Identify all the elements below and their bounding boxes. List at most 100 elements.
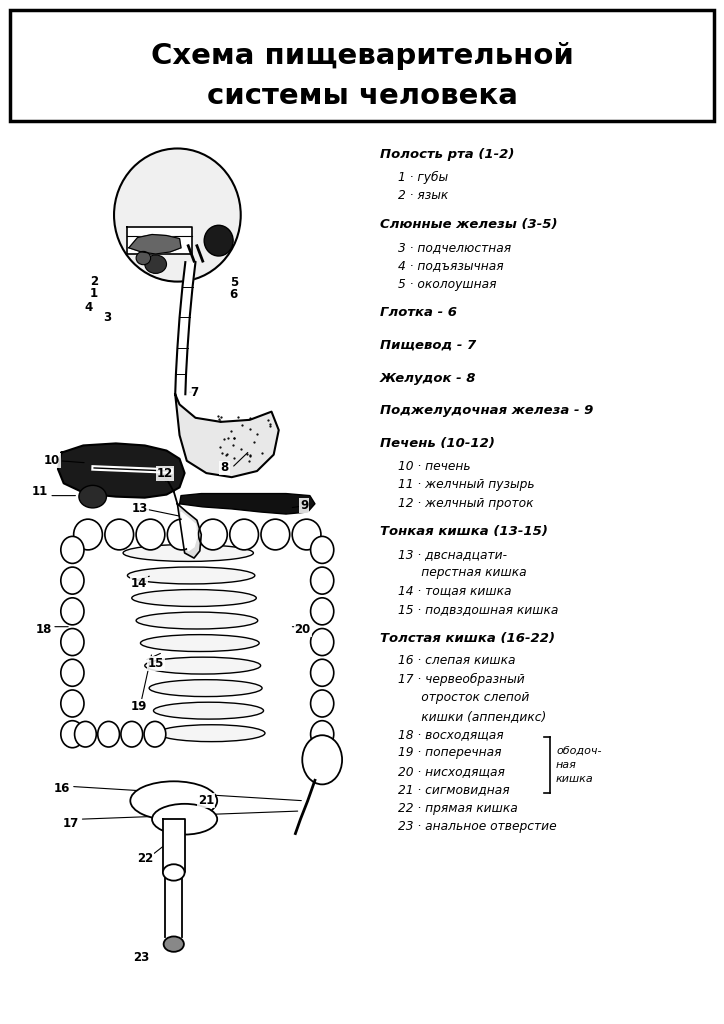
Ellipse shape xyxy=(61,659,84,686)
Ellipse shape xyxy=(152,804,217,835)
Ellipse shape xyxy=(311,659,334,686)
Text: 23: 23 xyxy=(133,951,149,964)
Text: 17: 17 xyxy=(63,817,79,829)
Ellipse shape xyxy=(132,590,256,606)
Polygon shape xyxy=(175,262,195,394)
Ellipse shape xyxy=(163,864,185,881)
Ellipse shape xyxy=(61,721,84,748)
Text: Пищевод - 7: Пищевод - 7 xyxy=(380,339,476,352)
Text: 10 · печень: 10 · печень xyxy=(398,460,471,473)
Ellipse shape xyxy=(145,657,261,674)
Ellipse shape xyxy=(164,936,184,952)
Text: Желудок - 8: Желудок - 8 xyxy=(380,372,476,385)
Text: 12: 12 xyxy=(157,467,173,479)
Text: Слюнные железы (3-5): Слюнные железы (3-5) xyxy=(380,218,557,231)
Text: 11 · желчный пузырь: 11 · желчный пузырь xyxy=(398,478,535,492)
Text: 23 · анальное отверстие: 23 · анальное отверстие xyxy=(398,820,557,834)
Text: 2: 2 xyxy=(90,275,98,288)
Text: 20: 20 xyxy=(295,624,311,636)
Text: 5 · околоушная: 5 · околоушная xyxy=(398,278,497,291)
Text: Полость рта (1-2): Полость рта (1-2) xyxy=(380,148,515,162)
Ellipse shape xyxy=(136,519,165,550)
Ellipse shape xyxy=(61,629,84,655)
Text: 7: 7 xyxy=(190,386,198,398)
Polygon shape xyxy=(180,494,315,514)
Ellipse shape xyxy=(292,519,321,550)
Polygon shape xyxy=(127,227,192,254)
Ellipse shape xyxy=(114,148,240,282)
Text: 21 · сигмовидная: 21 · сигмовидная xyxy=(398,783,510,797)
Text: ободоч-: ободоч- xyxy=(556,745,602,756)
Ellipse shape xyxy=(130,781,217,820)
Ellipse shape xyxy=(61,690,84,717)
Text: Толстая кишка (16-22): Толстая кишка (16-22) xyxy=(380,632,555,645)
Text: 5: 5 xyxy=(230,276,238,289)
Text: отросток слепой: отросток слепой xyxy=(398,691,529,705)
Ellipse shape xyxy=(140,635,259,651)
Text: кишка: кишка xyxy=(556,774,594,784)
Ellipse shape xyxy=(311,598,334,625)
Text: 21: 21 xyxy=(198,795,214,807)
Ellipse shape xyxy=(311,721,334,748)
Ellipse shape xyxy=(61,598,84,625)
Ellipse shape xyxy=(144,721,166,748)
Text: перстная кишка: перстная кишка xyxy=(398,566,527,580)
Text: кишки (аппендикс): кишки (аппендикс) xyxy=(398,710,547,723)
Text: 1: 1 xyxy=(90,288,98,300)
Text: 4 · подъязычная: 4 · подъязычная xyxy=(398,259,504,272)
Text: Поджелудочная железа - 9: Поджелудочная железа - 9 xyxy=(380,404,594,418)
Text: 2 · язык: 2 · язык xyxy=(398,189,448,203)
Text: Печень (10-12): Печень (10-12) xyxy=(380,437,495,451)
Text: 6: 6 xyxy=(230,289,238,301)
Text: 16 · слепая кишка: 16 · слепая кишка xyxy=(398,654,515,668)
FancyBboxPatch shape xyxy=(10,10,714,121)
Ellipse shape xyxy=(121,721,143,748)
Text: 20 · нисходящая: 20 · нисходящая xyxy=(398,765,505,778)
Text: 11: 11 xyxy=(32,485,48,498)
Text: 19 · поперечная: 19 · поперечная xyxy=(398,746,502,760)
Ellipse shape xyxy=(311,690,334,717)
Ellipse shape xyxy=(261,519,290,550)
Text: 22: 22 xyxy=(137,852,153,864)
Text: 19: 19 xyxy=(131,700,147,713)
Polygon shape xyxy=(129,234,181,254)
Ellipse shape xyxy=(311,567,334,594)
Ellipse shape xyxy=(61,537,84,563)
Polygon shape xyxy=(175,394,279,477)
Ellipse shape xyxy=(167,519,196,550)
Text: 22 · прямая кишка: 22 · прямая кишка xyxy=(398,802,518,815)
Text: Схема пищеварительной: Схема пищеварительной xyxy=(151,42,573,71)
Ellipse shape xyxy=(198,519,227,550)
Text: 14 · тощая кишка: 14 · тощая кишка xyxy=(398,585,512,598)
Text: Глотка - 6: Глотка - 6 xyxy=(380,306,457,319)
Polygon shape xyxy=(177,504,201,558)
Text: 15: 15 xyxy=(148,657,164,670)
Text: 13: 13 xyxy=(132,503,148,515)
Text: 3 · подчелюстная: 3 · подчелюстная xyxy=(398,241,511,254)
Ellipse shape xyxy=(230,519,258,550)
Ellipse shape xyxy=(105,519,134,550)
Text: 12 · желчный проток: 12 · желчный проток xyxy=(398,497,534,510)
Ellipse shape xyxy=(303,735,342,784)
Ellipse shape xyxy=(127,567,255,584)
Text: 10: 10 xyxy=(44,455,60,467)
Ellipse shape xyxy=(61,567,84,594)
Text: Тонкая кишка (13-15): Тонкая кишка (13-15) xyxy=(380,525,548,539)
Ellipse shape xyxy=(136,252,151,264)
Ellipse shape xyxy=(311,537,334,563)
Text: 13 · двснадцати-: 13 · двснадцати- xyxy=(398,548,508,561)
Polygon shape xyxy=(58,443,185,498)
Ellipse shape xyxy=(98,721,119,748)
Ellipse shape xyxy=(204,225,233,256)
Ellipse shape xyxy=(145,255,167,273)
Text: 8: 8 xyxy=(220,462,229,474)
Text: ная: ная xyxy=(556,760,577,770)
Text: 3: 3 xyxy=(103,311,111,324)
Text: 18: 18 xyxy=(35,624,51,636)
Ellipse shape xyxy=(311,629,334,655)
Text: 14: 14 xyxy=(131,578,147,590)
Text: системы человека: системы человека xyxy=(206,82,518,111)
Text: 17 · червеобразный: 17 · червеобразный xyxy=(398,673,525,686)
Ellipse shape xyxy=(149,680,262,696)
Ellipse shape xyxy=(136,612,258,629)
